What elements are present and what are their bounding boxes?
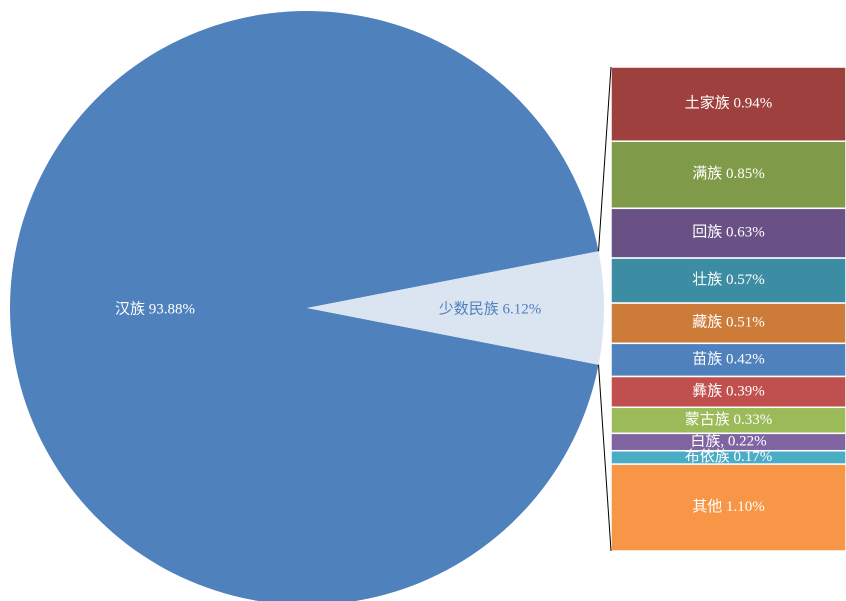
slice-label: 汉族 93.88% (115, 300, 195, 317)
bar-label: 苗族 0.42% (692, 350, 765, 367)
bar-label: 回族 0.63% (692, 224, 765, 241)
bar-label: 彝族 0.39% (692, 382, 765, 399)
bar-segment (610, 463, 846, 552)
bar-segment (610, 140, 846, 210)
connector-line (598, 364, 612, 552)
bar-label: 布依族 0.17% (685, 448, 773, 465)
connector-line (598, 66, 612, 252)
bar-segment (610, 342, 846, 378)
bar-segment (610, 66, 846, 142)
slice-label: 少数民族 6.12% (439, 300, 542, 317)
bar-label: 满族 0.85% (692, 165, 765, 182)
bar-segment (610, 406, 846, 435)
bar-label: 藏族 0.51% (692, 314, 765, 331)
bar-segment (610, 207, 846, 259)
pie-slice (307, 251, 604, 365)
bar-segment (610, 257, 846, 304)
bar-label: 蒙古族 0.33% (685, 411, 773, 428)
bar-segment (610, 302, 846, 345)
bar-label: 壮族 0.57% (692, 271, 765, 288)
bar-label: 土家族 0.94% (685, 95, 773, 112)
bar-label: 白族, 0.22% (690, 432, 766, 449)
pie-slice (9, 11, 599, 601)
bar-label: 其他 1.10% (692, 498, 765, 515)
